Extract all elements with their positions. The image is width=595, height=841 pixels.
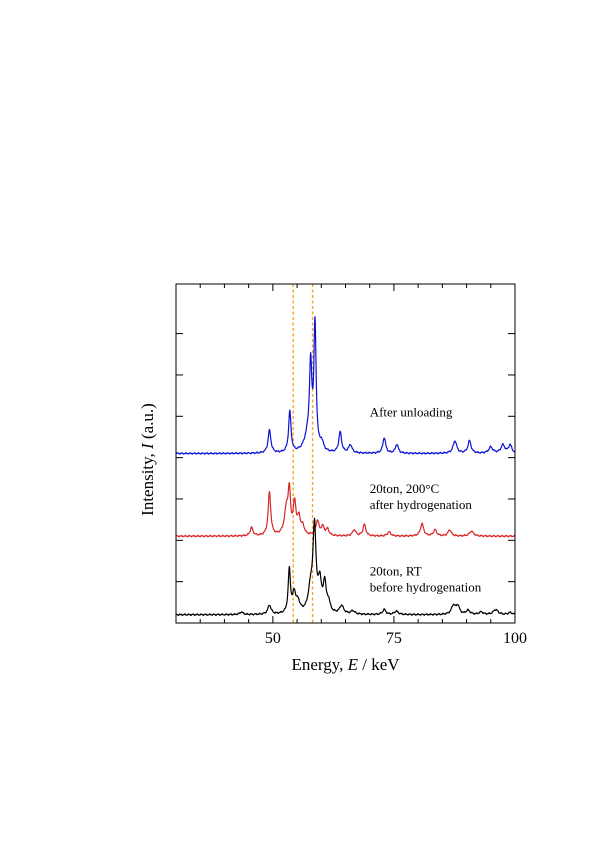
spectrum-line-2 (176, 482, 515, 538)
x-tick-label-2: 75 (386, 630, 402, 647)
plot-area (176, 284, 515, 623)
x-tick-label-1: 50 (265, 630, 281, 647)
y-axis-label-prefix: Intensity, (138, 449, 157, 516)
x-axis-label: Energy, E / keV (291, 655, 400, 674)
series-annotation-2-line-1: 20ton, 200°C (370, 481, 439, 496)
x-axis-label-symbol: E (347, 655, 359, 674)
axis-ticks (175, 284, 516, 624)
y-axis-label-symbol: I (138, 442, 157, 450)
series-annotation-1-line-1: After unloading (370, 404, 453, 419)
series-annotation-1: After unloading (370, 404, 453, 419)
spectrum-line-1 (176, 316, 515, 455)
x-axis-label-unit: / keV (358, 655, 400, 674)
x-axis-label-prefix: Energy, (291, 655, 347, 674)
series-annotations: After unloading 20ton, 200°C after hydroge… (370, 404, 482, 594)
series-annotation-2-line-2: after hydrogenation (370, 497, 473, 512)
y-axis-label: Intensity, I (a.u.) (138, 403, 157, 516)
series-annotation-3-line-1: 20ton, RT (370, 563, 422, 578)
series-annotation-2: 20ton, 200°C after hydrogenation (370, 481, 473, 512)
x-tick-labels: 50 75 100 (265, 630, 527, 647)
y-axis-label-unit: (a.u.) (138, 403, 157, 443)
series-annotation-3: 20ton, RT before hydrogenation (370, 563, 482, 594)
x-tick-label-3: 100 (503, 630, 527, 647)
spectrum-line-3 (176, 517, 515, 617)
series-annotation-3-line-2: before hydrogenation (370, 579, 482, 594)
